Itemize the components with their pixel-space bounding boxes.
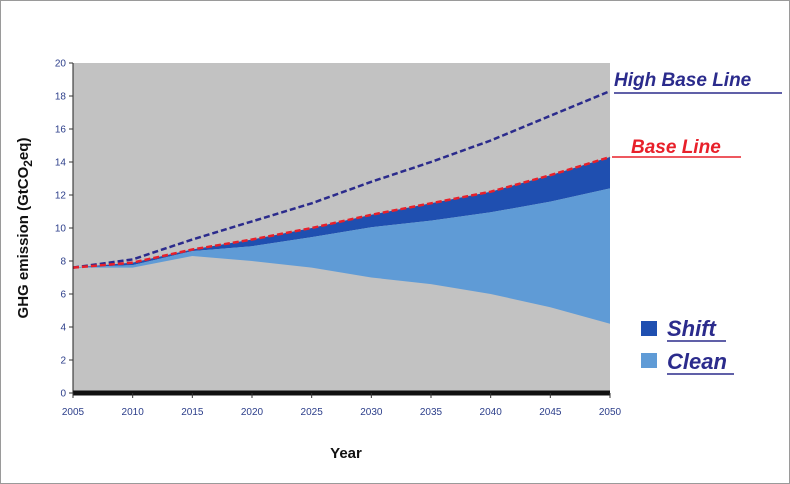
y-tick-label: 14 [55,158,67,169]
svg-text:High Base Line: High Base Line [614,70,752,91]
x-axis-ticks: 2005 2010 2015 2020 2025 2030 2035 2040 2045 2050 [62,393,622,418]
legend-swatch-shift [641,321,657,336]
x-tick-label: 2005 [62,407,85,418]
x-tick-label: 2045 [539,407,562,418]
y-tick-label: 20 [55,59,67,70]
x-tick-label: 2035 [420,407,443,418]
x-tick-label: 2040 [480,407,503,418]
legend-item-clean: Clean [641,349,734,375]
svg-text:Shift: Shift [667,316,718,341]
x-tick-label: 2025 [301,407,324,418]
y-tick-label: 4 [60,323,66,334]
x-tick-label: 2030 [360,407,383,418]
line-high-base-line [72,89,611,269]
y-axis-title: GHG emission (GtCO2eq) [15,138,35,319]
area-clean [73,188,610,324]
y-tick-label: 12 [55,191,67,202]
x-tick-label: 2020 [241,407,264,418]
x-tick-label: 2015 [181,407,204,418]
base-line-label: Base Line [612,137,741,158]
y-tick-label: 2 [60,356,66,367]
area-bands [73,157,610,324]
x-tick-label: 2010 [122,407,145,418]
legend-swatch-clean [641,353,657,368]
y-tick-label: 18 [55,92,67,103]
high-base-line-label: High Base Line [614,70,782,94]
legend: Shift Clean [641,316,734,375]
line-base-line [72,155,611,269]
y-tick-label: 10 [55,224,67,235]
y-axis-ticks: 0 2 4 6 8 10 12 14 16 18 20 [55,59,73,400]
legend-item-shift: Shift [641,316,726,342]
y-tick-label: 0 [60,389,66,400]
emission-lines [72,89,611,269]
y-tick-label: 8 [60,257,66,268]
x-axis-title: Year [330,445,362,462]
y-tick-label: 16 [55,125,67,136]
svg-text:Clean: Clean [667,349,727,374]
x-tick-label: 2050 [599,407,622,418]
y-tick-label: 6 [60,290,66,301]
svg-text:Base Line: Base Line [631,137,721,158]
